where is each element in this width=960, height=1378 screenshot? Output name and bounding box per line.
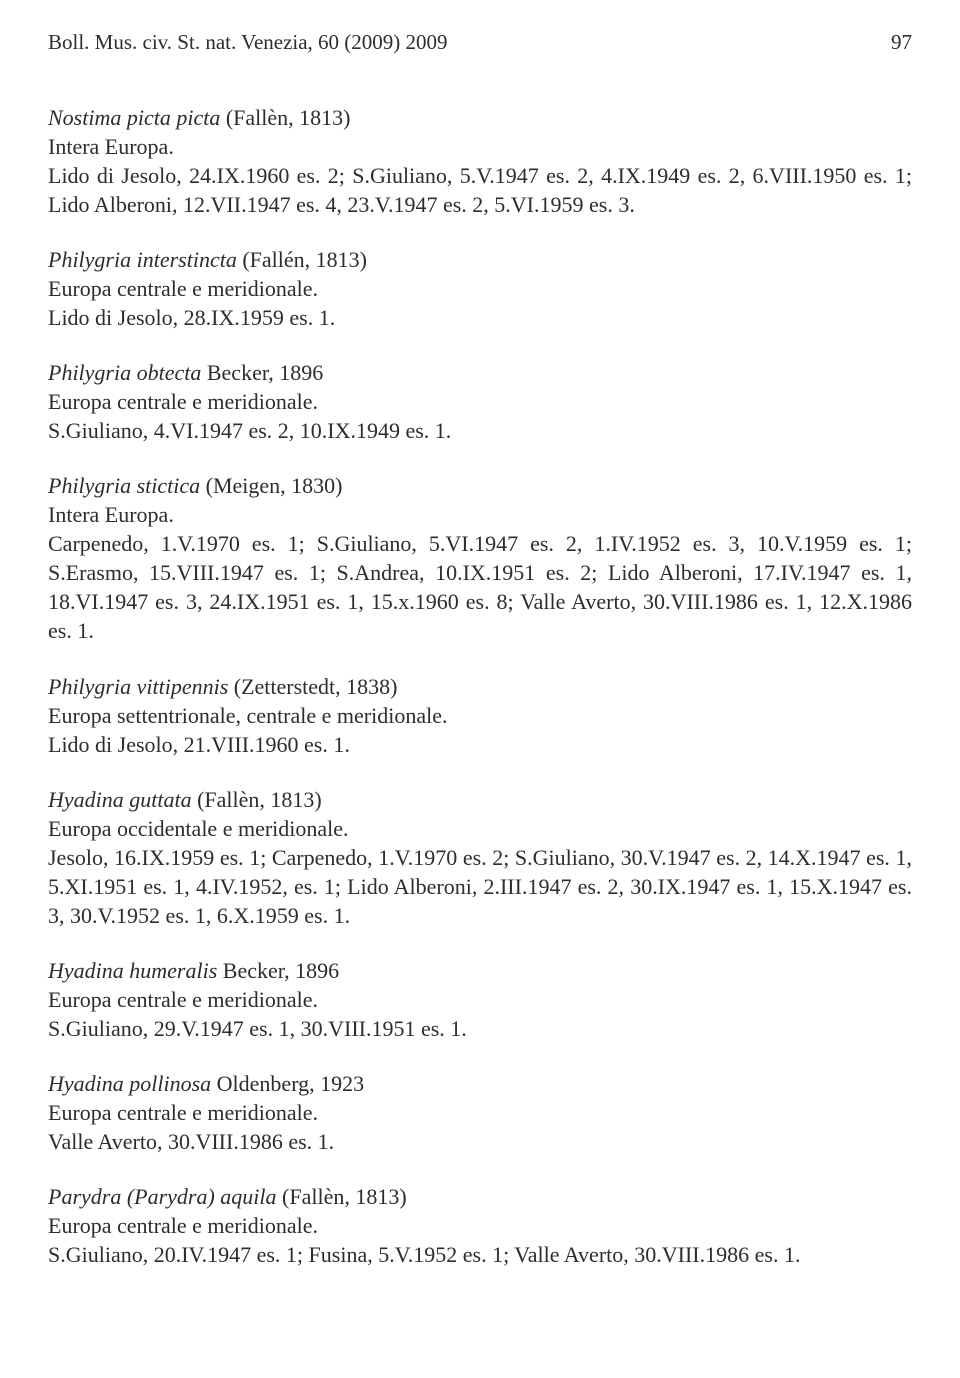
species-authority: (Meigen, 1830) bbox=[206, 473, 343, 498]
species-entry: Hyadina guttata (Fallèn, 1813)Europa occ… bbox=[48, 785, 912, 930]
distribution-line: Intera Europa. bbox=[48, 132, 912, 161]
distribution-line: Europa settentrionale, centrale e meridi… bbox=[48, 701, 912, 730]
species-name: Hyadina guttata bbox=[48, 787, 192, 812]
species-entry: Philygria obtecta Becker, 1896Europa cen… bbox=[48, 358, 912, 445]
species-authority: Becker, 1896 bbox=[223, 958, 339, 983]
species-name: Philygria vittipennis bbox=[48, 674, 228, 699]
records-line: S.Giuliano, 29.V.1947 es. 1, 30.VIII.195… bbox=[48, 1014, 912, 1043]
species-entry: Parydra (Parydra) aquila (Fallèn, 1813)E… bbox=[48, 1182, 912, 1269]
species-heading: Nostima picta picta (Fallèn, 1813) bbox=[48, 103, 912, 132]
distribution-line: Europa occidentale e meridionale. bbox=[48, 814, 912, 843]
entries-container: Nostima picta picta (Fallèn, 1813)Intera… bbox=[48, 103, 912, 1269]
species-name: Philygria stictica bbox=[48, 473, 200, 498]
records-line: Lido di Jesolo, 21.VIII.1960 es. 1. bbox=[48, 730, 912, 759]
species-authority: Oldenberg, 1923 bbox=[217, 1071, 364, 1096]
species-authority: (Fallèn, 1813) bbox=[197, 787, 322, 812]
page-number: 97 bbox=[891, 30, 912, 55]
running-header: Boll. Mus. civ. St. nat. Venezia, 60 (20… bbox=[48, 30, 912, 55]
species-heading: Hyadina guttata (Fallèn, 1813) bbox=[48, 785, 912, 814]
records-line: Lido di Jesolo, 24.IX.1960 es. 2; S.Giul… bbox=[48, 161, 912, 219]
species-name: Philygria interstincta bbox=[48, 247, 237, 272]
records-line: S.Giuliano, 20.IV.1947 es. 1; Fusina, 5.… bbox=[48, 1240, 912, 1269]
distribution-line: Europa centrale e meridionale. bbox=[48, 274, 912, 303]
species-entry: Nostima picta picta (Fallèn, 1813)Intera… bbox=[48, 103, 912, 219]
journal-title: Boll. Mus. civ. St. nat. Venezia, 60 (20… bbox=[48, 30, 448, 55]
species-name: Philygria obtecta bbox=[48, 360, 201, 385]
species-authority: (Fallèn, 1813) bbox=[282, 1184, 407, 1209]
records-line: Lido di Jesolo, 28.IX.1959 es. 1. bbox=[48, 303, 912, 332]
species-authority: (Zetterstedt, 1838) bbox=[234, 674, 398, 699]
species-name: Parydra (Parydra) aquila bbox=[48, 1184, 277, 1209]
species-authority: Becker, 1896 bbox=[207, 360, 323, 385]
species-authority: (Fallén, 1813) bbox=[242, 247, 367, 272]
distribution-line: Europa centrale e meridionale. bbox=[48, 387, 912, 416]
species-entry: Philygria interstincta (Fallén, 1813)Eur… bbox=[48, 245, 912, 332]
distribution-line: Europa centrale e meridionale. bbox=[48, 1211, 912, 1240]
distribution-line: Europa centrale e meridionale. bbox=[48, 1098, 912, 1127]
species-entry: Philygria vittipennis (Zetterstedt, 1838… bbox=[48, 672, 912, 759]
species-heading: Parydra (Parydra) aquila (Fallèn, 1813) bbox=[48, 1182, 912, 1211]
distribution-line: Intera Europa. bbox=[48, 500, 912, 529]
species-name: Hyadina humeralis bbox=[48, 958, 217, 983]
species-heading: Hyadina pollinosa Oldenberg, 1923 bbox=[48, 1069, 912, 1098]
species-heading: Hyadina humeralis Becker, 1896 bbox=[48, 956, 912, 985]
species-entry: Philygria stictica (Meigen, 1830)Intera … bbox=[48, 471, 912, 645]
species-heading: Philygria interstincta (Fallén, 1813) bbox=[48, 245, 912, 274]
records-line: Jesolo, 16.IX.1959 es. 1; Carpenedo, 1.V… bbox=[48, 843, 912, 930]
species-heading: Philygria obtecta Becker, 1896 bbox=[48, 358, 912, 387]
page-content: Boll. Mus. civ. St. nat. Venezia, 60 (20… bbox=[0, 0, 960, 1343]
records-line: S.Giuliano, 4.VI.1947 es. 2, 10.IX.1949 … bbox=[48, 416, 912, 445]
species-entry: Hyadina pollinosa Oldenberg, 1923Europa … bbox=[48, 1069, 912, 1156]
species-heading: Philygria vittipennis (Zetterstedt, 1838… bbox=[48, 672, 912, 701]
records-line: Carpenedo, 1.V.1970 es. 1; S.Giuliano, 5… bbox=[48, 529, 912, 645]
distribution-line: Europa centrale e meridionale. bbox=[48, 985, 912, 1014]
species-heading: Philygria stictica (Meigen, 1830) bbox=[48, 471, 912, 500]
species-entry: Hyadina humeralis Becker, 1896Europa cen… bbox=[48, 956, 912, 1043]
species-authority: (Fallèn, 1813) bbox=[226, 105, 351, 130]
records-line: Valle Averto, 30.VIII.1986 es. 1. bbox=[48, 1127, 912, 1156]
species-name: Nostima picta picta bbox=[48, 105, 220, 130]
species-name: Hyadina pollinosa bbox=[48, 1071, 211, 1096]
